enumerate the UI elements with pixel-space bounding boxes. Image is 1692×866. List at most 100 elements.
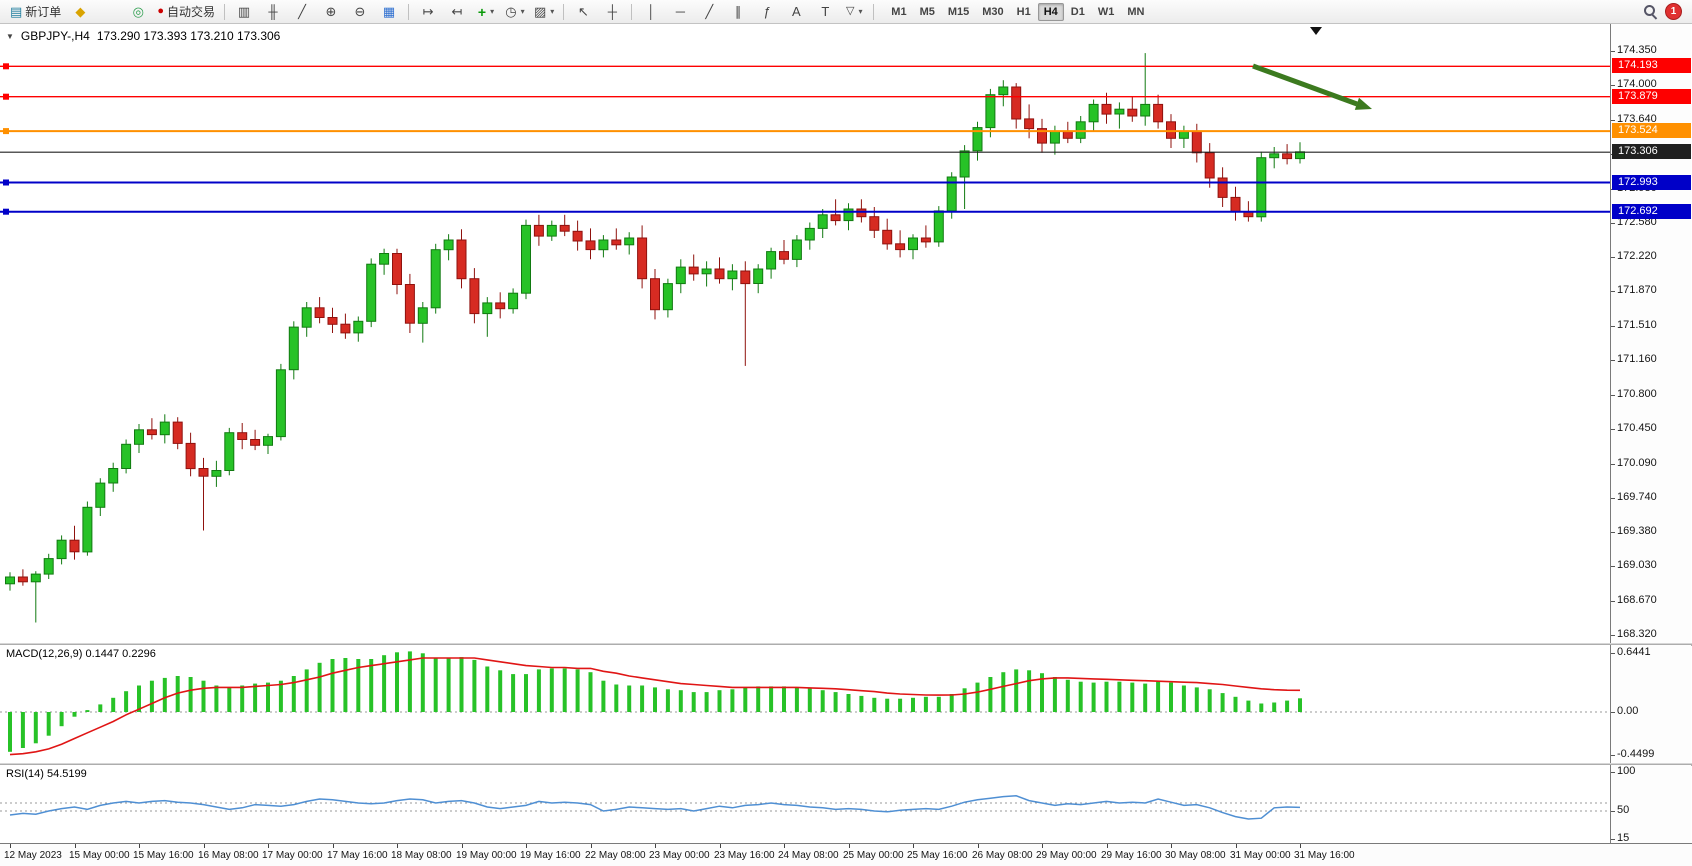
trend-arrow[interactable]: [1252, 63, 1372, 110]
hline-173.879[interactable]: [0, 93, 1610, 100]
candlestick-icon: ╫: [268, 4, 278, 19]
price-tick: 169.380: [1611, 525, 1657, 537]
horizontal-line-icon: ─: [675, 4, 685, 19]
notification-badge[interactable]: 1: [1665, 3, 1682, 20]
horizontal-line-button[interactable]: ─: [666, 1, 694, 23]
rsi-tick: 50: [1611, 804, 1630, 816]
tf-d1[interactable]: D1: [1070, 5, 1085, 18]
toolbar-separator: [631, 3, 633, 20]
price-badge-172.692: 172.692: [1612, 204, 1691, 219]
price-tick: 170.800: [1611, 388, 1657, 400]
time-label: 16 May 08:00: [198, 850, 259, 861]
panel-splitter-1[interactable]: [0, 643, 1692, 646]
price-badge-172.993: 172.993: [1612, 175, 1691, 190]
arrows-button[interactable]: ▽ ▾: [840, 1, 868, 23]
cursor-button[interactable]: ↖: [569, 1, 597, 23]
price-tick: 172.220: [1611, 250, 1657, 262]
bar-chart-icon: ▥: [237, 4, 251, 19]
new-order-icon: ▤: [10, 4, 23, 19]
tf-h4[interactable]: H4: [1037, 2, 1064, 21]
time-tick: [268, 844, 269, 848]
price-tick: 174.350: [1611, 44, 1657, 56]
tf-m1[interactable]: M1: [891, 5, 907, 18]
time-tick: [333, 844, 334, 848]
trendline-icon: ╱: [705, 4, 714, 19]
line-chart-icon: ╱: [298, 4, 306, 19]
tf-m15[interactable]: M15: [947, 5, 970, 18]
tile-windows-button[interactable]: ▦: [375, 1, 403, 23]
price-chart[interactable]: ▼ GBPJPY-,H4 173.290 173.393 173.210 173…: [0, 24, 1610, 643]
metaeditor-button[interactable]: ◆: [66, 1, 94, 23]
tf-m30[interactable]: M30: [982, 5, 1004, 18]
line-chart-button[interactable]: ╱: [288, 1, 316, 23]
rsi-panel[interactable]: RSI(14) 54.5199: [0, 765, 1610, 843]
auto-scroll-icon: ↦: [422, 4, 434, 19]
time-tick: [1107, 844, 1108, 848]
search-icon[interactable]: [1644, 5, 1657, 18]
zoom-out-icon: ⊖: [354, 4, 366, 19]
time-label: 29 May 16:00: [1101, 850, 1162, 861]
bar-chart-button[interactable]: ▥: [230, 1, 258, 23]
price-tick: 173.640: [1611, 113, 1657, 125]
time-label: 19 May 16:00: [520, 850, 581, 861]
trendline-button[interactable]: ╱: [695, 1, 723, 23]
zoom-in-button[interactable]: ⊕: [317, 1, 345, 23]
tf-h1[interactable]: H1: [1016, 5, 1031, 18]
indicators-button[interactable]: + ▾: [472, 1, 500, 23]
time-label: 29 May 00:00: [1036, 850, 1097, 861]
macd-label: MACD(12,26,9) 0.1447 0.2296: [6, 648, 156, 660]
channel-button[interactable]: ∥: [724, 1, 752, 23]
tf-m5[interactable]: M5: [919, 5, 935, 18]
text-label-icon: T: [821, 4, 830, 19]
chevron-down-icon: ▾: [490, 7, 495, 16]
macd-panel[interactable]: MACD(12,26,9) 0.1447 0.2296: [0, 645, 1610, 763]
auto-trading-label: 自动交易: [166, 5, 215, 19]
time-tick: [1042, 844, 1043, 848]
chart-shift-button[interactable]: ↤: [443, 1, 471, 23]
time-label: 12 May 2023: [4, 850, 62, 861]
vertical-line-button[interactable]: │: [637, 1, 665, 23]
new-order-button[interactable]: ▤ 新订单: [6, 1, 65, 23]
time-tick: [204, 844, 205, 848]
rsi-line: [9, 795, 1301, 820]
main-toolbar: ▤ 新订单 ◆ ◎ ● 自动交易 ▥ ╫ ╱ ⊕ ⊖ ▦ ↦ ↤ + ▾ ◷: [0, 0, 1692, 24]
timeframe-toolbar: M1 M5 M15 M30 H1 H4 D1 W1 MN: [885, 2, 1150, 21]
time-label: 31 May 16:00: [1294, 850, 1355, 861]
periods-button[interactable]: ◷ ▾: [501, 1, 529, 23]
tf-mn[interactable]: MN: [1127, 5, 1145, 18]
rsi-axis: 100 50 15: [1610, 765, 1691, 843]
time-tick: [978, 844, 979, 848]
auto-scroll-button[interactable]: ↦: [414, 1, 442, 23]
price-badge-174.193: 174.193: [1612, 58, 1691, 73]
time-axis[interactable]: 12 May 2023 15 May 00:00 15 May 16:00 16 Ma…: [0, 843, 1692, 866]
signals-button[interactable]: ◎: [124, 1, 152, 23]
hline-172.692[interactable]: [0, 208, 1610, 215]
auto-trading-button[interactable]: ● 自动交易: [153, 1, 219, 23]
time-tick: [1236, 844, 1237, 848]
macd-histogram: [8, 651, 1302, 752]
fibonacci-button[interactable]: ƒ: [753, 1, 781, 23]
hline-172.993[interactable]: [0, 179, 1610, 186]
hline-173.524[interactable]: [0, 128, 1610, 135]
collapse-icon[interactable]: ▼: [6, 31, 14, 41]
vertical-line-icon: │: [647, 4, 656, 19]
ohlc-values: 173.290 173.393 173.210 173.306: [96, 29, 281, 43]
toolbar-separator: [873, 3, 875, 20]
templates-button[interactable]: ▨ ▾: [530, 1, 558, 23]
text-button[interactable]: A: [782, 1, 810, 23]
time-tick: [1171, 844, 1172, 848]
time-tick: [397, 844, 398, 848]
chart-shift-marker[interactable]: [1310, 27, 1322, 35]
new-order-label: 新订单: [25, 5, 62, 19]
time-label: 22 May 08:00: [585, 850, 646, 861]
text-label-button[interactable]: T: [811, 1, 839, 23]
market-button[interactable]: [95, 1, 123, 23]
hline-174.193[interactable]: [0, 63, 1610, 70]
toolbar-separator: [563, 3, 565, 20]
crosshair-button[interactable]: ┼: [598, 1, 626, 23]
panel-splitter-2[interactable]: [0, 763, 1692, 766]
tf-w1[interactable]: W1: [1097, 5, 1115, 18]
zoom-out-button[interactable]: ⊖: [346, 1, 374, 23]
candlestick-button[interactable]: ╫: [259, 1, 287, 23]
